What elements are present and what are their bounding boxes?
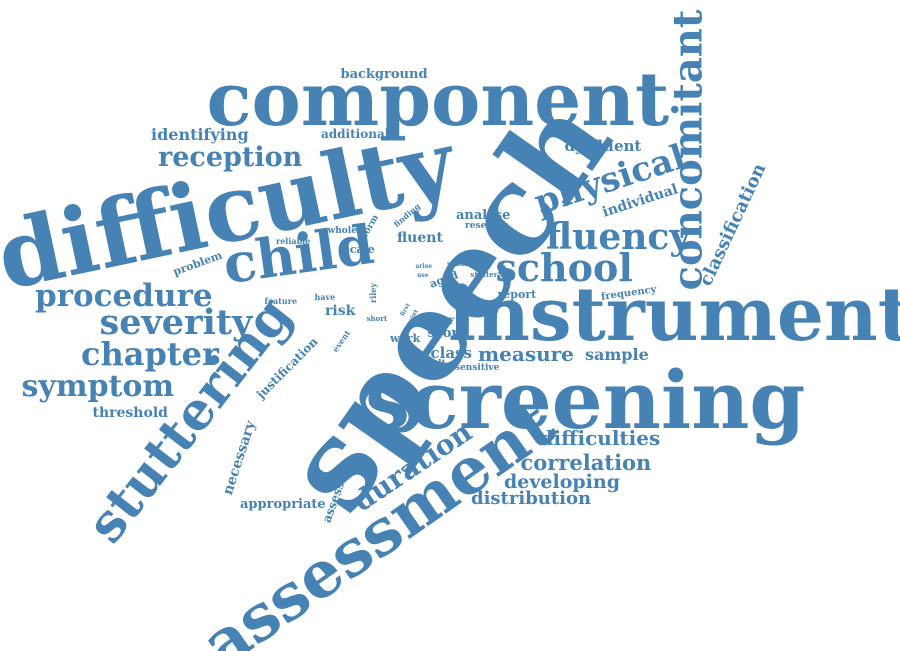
word: chapter xyxy=(81,335,219,373)
word: difficulties xyxy=(539,426,661,450)
word: instrument xyxy=(448,272,900,358)
word: procedure xyxy=(35,277,213,314)
word: correlation xyxy=(520,449,652,475)
word: fluency xyxy=(546,216,691,258)
word: score xyxy=(427,325,467,341)
word: analyse xyxy=(456,207,511,223)
word: dysfluent xyxy=(564,136,642,155)
word: year xyxy=(425,313,455,327)
word: arise xyxy=(415,263,433,270)
word: scale xyxy=(343,242,375,256)
word: distribution xyxy=(471,488,592,509)
word: work xyxy=(390,331,421,345)
word: feature xyxy=(264,296,298,306)
word: threshold xyxy=(92,405,168,421)
word: result xyxy=(416,358,446,369)
word: school xyxy=(495,245,633,290)
word: report xyxy=(497,287,537,301)
word: screening xyxy=(365,353,806,447)
word: reliable xyxy=(276,236,311,246)
word: short xyxy=(366,313,388,323)
word: necessary xyxy=(219,418,259,498)
word: whole xyxy=(327,225,357,236)
word: sample xyxy=(585,345,649,364)
word: appropriate xyxy=(240,496,326,512)
word: studies xyxy=(447,258,476,268)
word: severity xyxy=(99,301,253,343)
word: class xyxy=(430,343,472,362)
word: identifying xyxy=(151,125,249,144)
word: symptom xyxy=(21,369,175,404)
word: research xyxy=(465,220,509,231)
word: stutter xyxy=(470,269,498,279)
word: sensitive xyxy=(455,362,500,373)
word: reception xyxy=(158,141,303,173)
word: riley xyxy=(368,282,379,304)
word: additional xyxy=(321,127,390,141)
word: have xyxy=(314,292,336,302)
word: developing xyxy=(504,470,620,493)
word: background xyxy=(340,66,428,82)
word: risk xyxy=(325,303,356,319)
word: fluent xyxy=(397,230,443,246)
word: measure xyxy=(478,342,574,366)
word: component xyxy=(206,57,670,143)
word: use xyxy=(417,272,429,279)
